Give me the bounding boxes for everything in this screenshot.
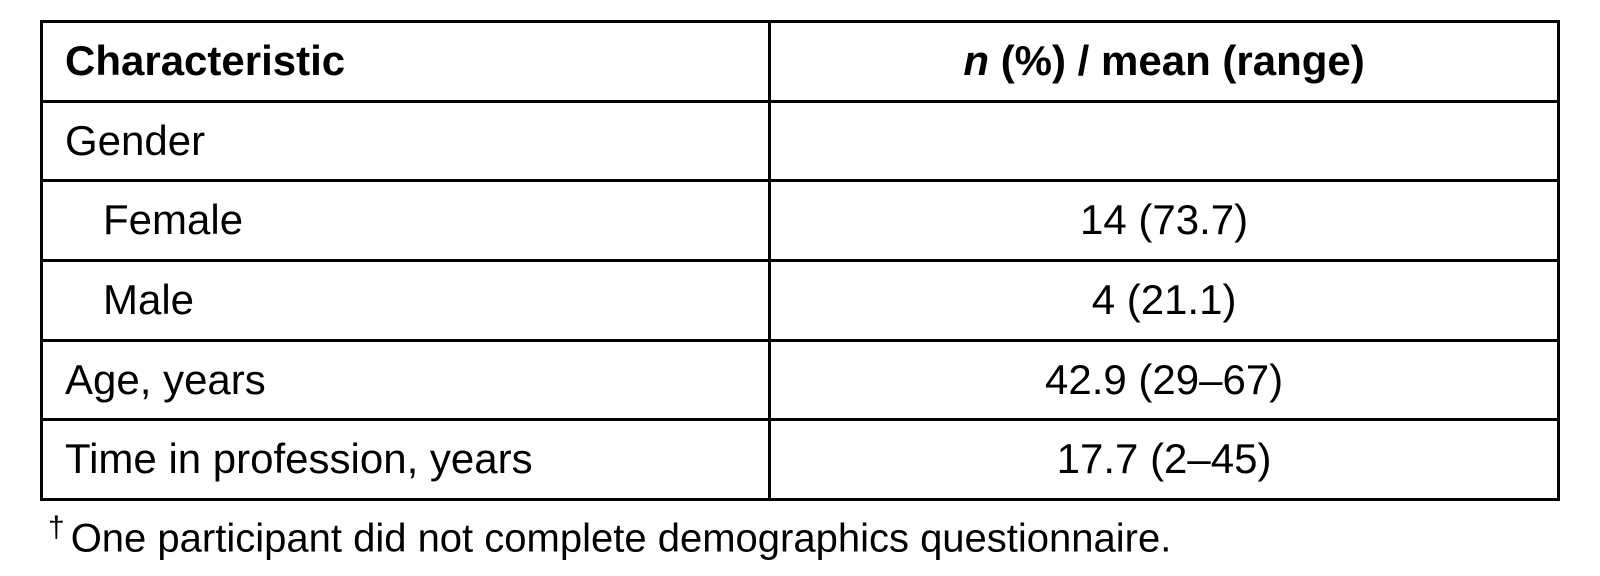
table-row: Male4 (21.1) bbox=[42, 261, 1559, 341]
header-characteristic-label: Characteristic bbox=[65, 37, 345, 84]
cell-characteristic: Time in profession, years bbox=[42, 420, 770, 500]
cell-characteristic: Gender bbox=[42, 101, 770, 181]
header-value: n (%) / mean (range) bbox=[770, 22, 1559, 102]
table-body: GenderFemale14 (73.7)Male4 (21.1)Age, ye… bbox=[42, 101, 1559, 499]
table-header: Characteristic n (%) / mean (range) bbox=[42, 22, 1559, 102]
cell-characteristic: Male bbox=[42, 261, 770, 341]
header-characteristic: Characteristic bbox=[42, 22, 770, 102]
demographics-table-wrapper: Characteristic n (%) / mean (range) Gend… bbox=[40, 20, 1560, 561]
cell-value: 14 (73.7) bbox=[770, 181, 1559, 261]
cell-characteristic: Age, years bbox=[42, 340, 770, 420]
cell-value: 17.7 (2–45) bbox=[770, 420, 1559, 500]
footnote: †One participant did not complete demogr… bbox=[40, 501, 1560, 561]
cell-characteristic: Female bbox=[42, 181, 770, 261]
table-row: Time in profession, years17.7 (2–45) bbox=[42, 420, 1559, 500]
header-value-rest: (%) / mean (range) bbox=[989, 37, 1365, 84]
table-row: Age, years42.9 (29–67) bbox=[42, 340, 1559, 420]
cell-value: 42.9 (29–67) bbox=[770, 340, 1559, 420]
table-row: Female14 (73.7) bbox=[42, 181, 1559, 261]
cell-value: 4 (21.1) bbox=[770, 261, 1559, 341]
footnote-symbol: † bbox=[48, 511, 65, 544]
demographics-table: Characteristic n (%) / mean (range) Gend… bbox=[40, 20, 1560, 501]
header-value-n: n bbox=[963, 37, 989, 84]
footnote-text: One participant did not complete demogra… bbox=[71, 516, 1172, 560]
table-row: Gender bbox=[42, 101, 1559, 181]
cell-value bbox=[770, 101, 1559, 181]
